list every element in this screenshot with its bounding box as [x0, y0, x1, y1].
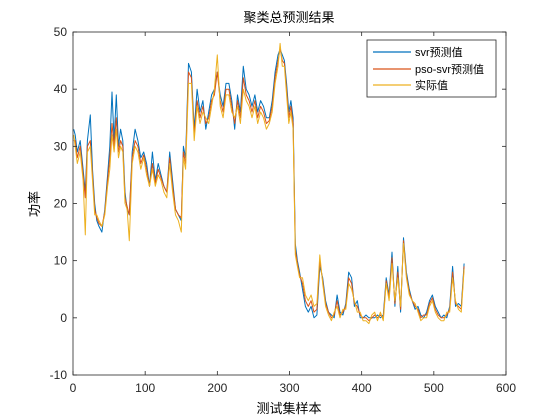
x-axis: 0 100 200 300 400 500 600	[70, 32, 516, 395]
series-layer	[73, 42, 465, 325]
legend: svr预测值 pso-svr预测值 实际值	[366, 39, 497, 98]
y-tick-label: 40	[54, 82, 68, 96]
x-tick-label: 400	[352, 381, 372, 395]
chart-title: 聚类总预测结果	[243, 11, 334, 26]
x-tick-label: 200	[207, 381, 227, 395]
x-tick-label: 300	[279, 381, 299, 395]
x-axis-label: 测试集样本	[256, 401, 321, 417]
y-tick-label: 0	[60, 311, 67, 325]
y-tick-label: -10	[50, 368, 68, 382]
y-tick-label: 30	[54, 139, 68, 153]
legend-label-svr: svr预测值	[415, 46, 463, 59]
x-tick-label: 100	[135, 381, 155, 395]
x-tick-label: 0	[70, 381, 77, 395]
y-axis-label: 功率	[27, 191, 43, 217]
y-tick-label: 20	[54, 197, 68, 211]
series-line-actual	[73, 42, 465, 325]
y-tick-label: 10	[54, 254, 68, 268]
legend-label-pso-svr: pso-svr预测值	[415, 63, 484, 76]
legend-label-actual: 实际值	[415, 78, 448, 92]
x-tick-label: 500	[424, 381, 444, 395]
x-tick-label: 600	[496, 381, 516, 395]
y-axis: -10 0 10 20 30 40 50	[50, 25, 506, 382]
y-tick-label: 50	[54, 25, 68, 39]
